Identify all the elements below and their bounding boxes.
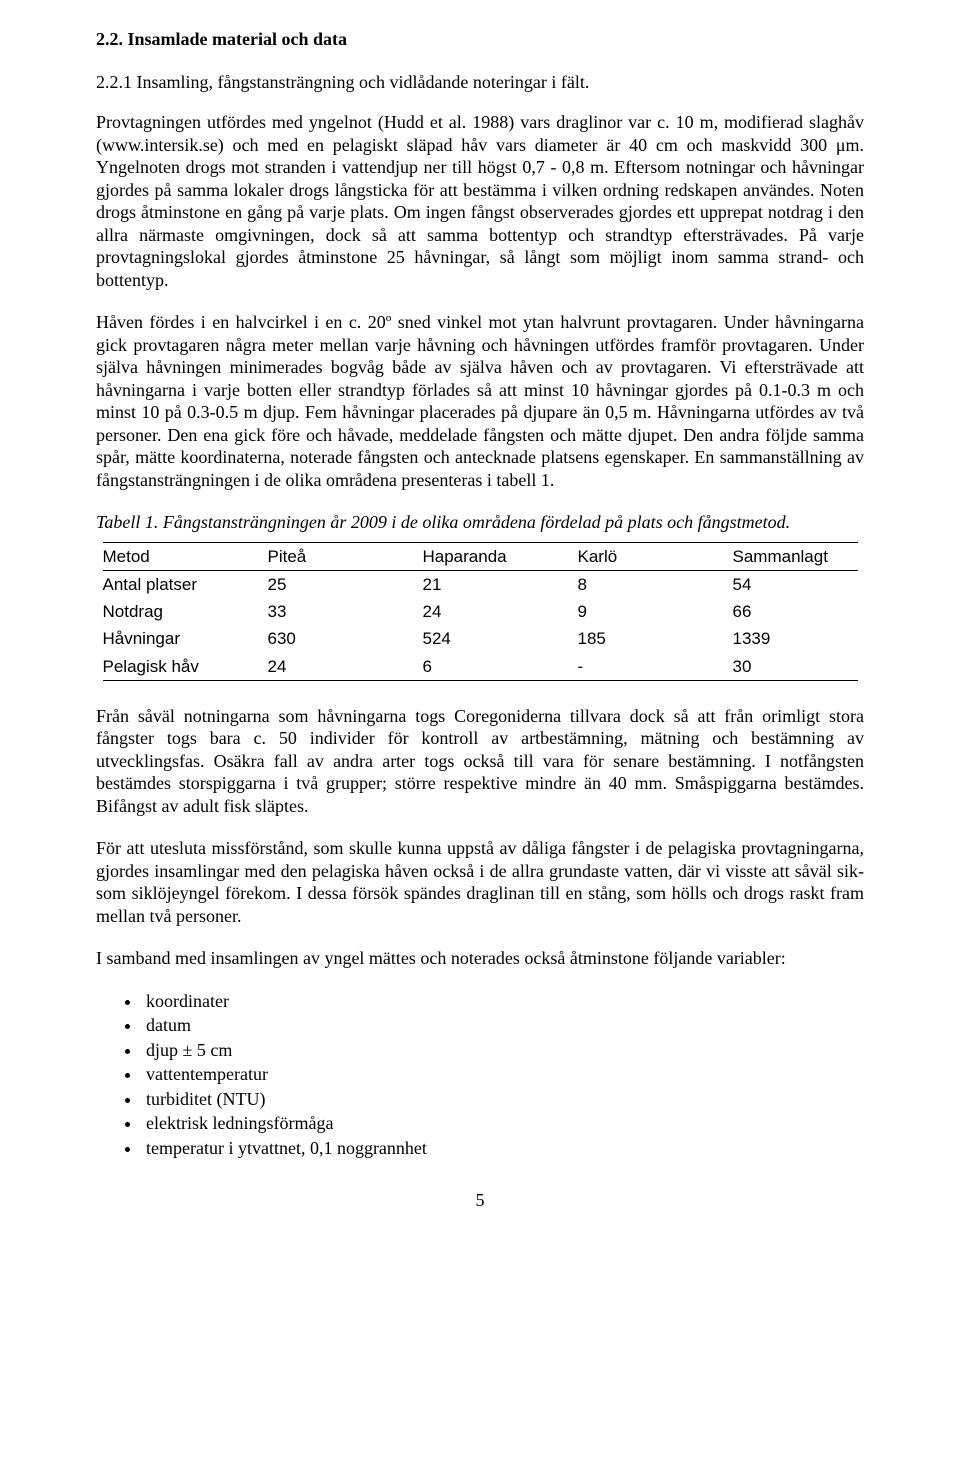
table-cell: 25 bbox=[238, 570, 393, 598]
table-cell: 6 bbox=[393, 653, 548, 681]
body-paragraph: För att utesluta missförstånd, som skull… bbox=[96, 837, 864, 927]
body-paragraph: Håven fördes i en halvcirkel i en c. 20º… bbox=[96, 311, 864, 491]
list-item: vattentemperatur bbox=[142, 1063, 864, 1088]
table-cell: Håvningar bbox=[103, 625, 238, 652]
body-paragraph: Från såväl notningarna som håvningarna t… bbox=[96, 705, 864, 818]
table-row: Notdrag 33 24 9 66 bbox=[103, 598, 858, 625]
table-cell: 24 bbox=[393, 598, 548, 625]
table-cell: 30 bbox=[703, 653, 858, 681]
table-cell: 33 bbox=[238, 598, 393, 625]
section-heading: 2.2. Insamlade material och data bbox=[96, 28, 864, 51]
table-header-row: Metod Piteå Haparanda Karlö Sammanlagt bbox=[103, 542, 858, 570]
body-paragraph: Provtagningen utfördes med yngelnot (Hud… bbox=[96, 111, 864, 291]
table-header-cell: Haparanda bbox=[393, 542, 548, 570]
table-cell: 524 bbox=[393, 625, 548, 652]
data-table: Metod Piteå Haparanda Karlö Sammanlagt A… bbox=[103, 542, 858, 681]
table-header-cell: Sammanlagt bbox=[703, 542, 858, 570]
document-page: 2.2. Insamlade material och data 2.2.1 I… bbox=[0, 0, 960, 1252]
table-cell: 54 bbox=[703, 570, 858, 598]
table-cell: 9 bbox=[548, 598, 703, 625]
table-cell: Pelagisk håv bbox=[103, 653, 238, 681]
table-header-cell: Karlö bbox=[548, 542, 703, 570]
table-cell: - bbox=[548, 653, 703, 681]
table-header-cell: Metod bbox=[103, 542, 238, 570]
table-row: Antal platser 25 21 8 54 bbox=[103, 570, 858, 598]
table-cell: 24 bbox=[238, 653, 393, 681]
table-cell: Antal platser bbox=[103, 570, 238, 598]
table-container: Metod Piteå Haparanda Karlö Sammanlagt A… bbox=[96, 542, 864, 681]
list-item: elektrisk ledningsförmåga bbox=[142, 1112, 864, 1137]
list-item: temperatur i ytvattnet, 0,1 noggrannhet bbox=[142, 1137, 864, 1162]
table-cell: 630 bbox=[238, 625, 393, 652]
list-item: turbiditet (NTU) bbox=[142, 1088, 864, 1113]
table-row: Håvningar 630 524 185 1339 bbox=[103, 625, 858, 652]
body-paragraph: I samband med insamlingen av yngel mätte… bbox=[96, 947, 864, 970]
page-number: 5 bbox=[96, 1189, 864, 1212]
list-item: koordinater bbox=[142, 990, 864, 1015]
list-item: datum bbox=[142, 1014, 864, 1039]
list-item: djup ± 5 cm bbox=[142, 1039, 864, 1064]
bullet-list: koordinater datum djup ± 5 cm vattentemp… bbox=[96, 990, 864, 1162]
table-cell: 21 bbox=[393, 570, 548, 598]
table-cell: Notdrag bbox=[103, 598, 238, 625]
table-cell: 66 bbox=[703, 598, 858, 625]
subsection-heading: 2.2.1 Insamling, fångstansträngning och … bbox=[96, 71, 864, 94]
table-cell: 8 bbox=[548, 570, 703, 598]
table-caption: Tabell 1. Fångstansträngningen år 2009 i… bbox=[96, 511, 864, 534]
table-row: Pelagisk håv 24 6 - 30 bbox=[103, 653, 858, 681]
table-cell: 185 bbox=[548, 625, 703, 652]
table-cell: 1339 bbox=[703, 625, 858, 652]
table-header-cell: Piteå bbox=[238, 542, 393, 570]
